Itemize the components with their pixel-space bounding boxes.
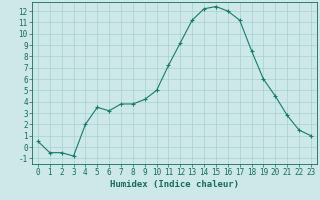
X-axis label: Humidex (Indice chaleur): Humidex (Indice chaleur) bbox=[110, 180, 239, 189]
